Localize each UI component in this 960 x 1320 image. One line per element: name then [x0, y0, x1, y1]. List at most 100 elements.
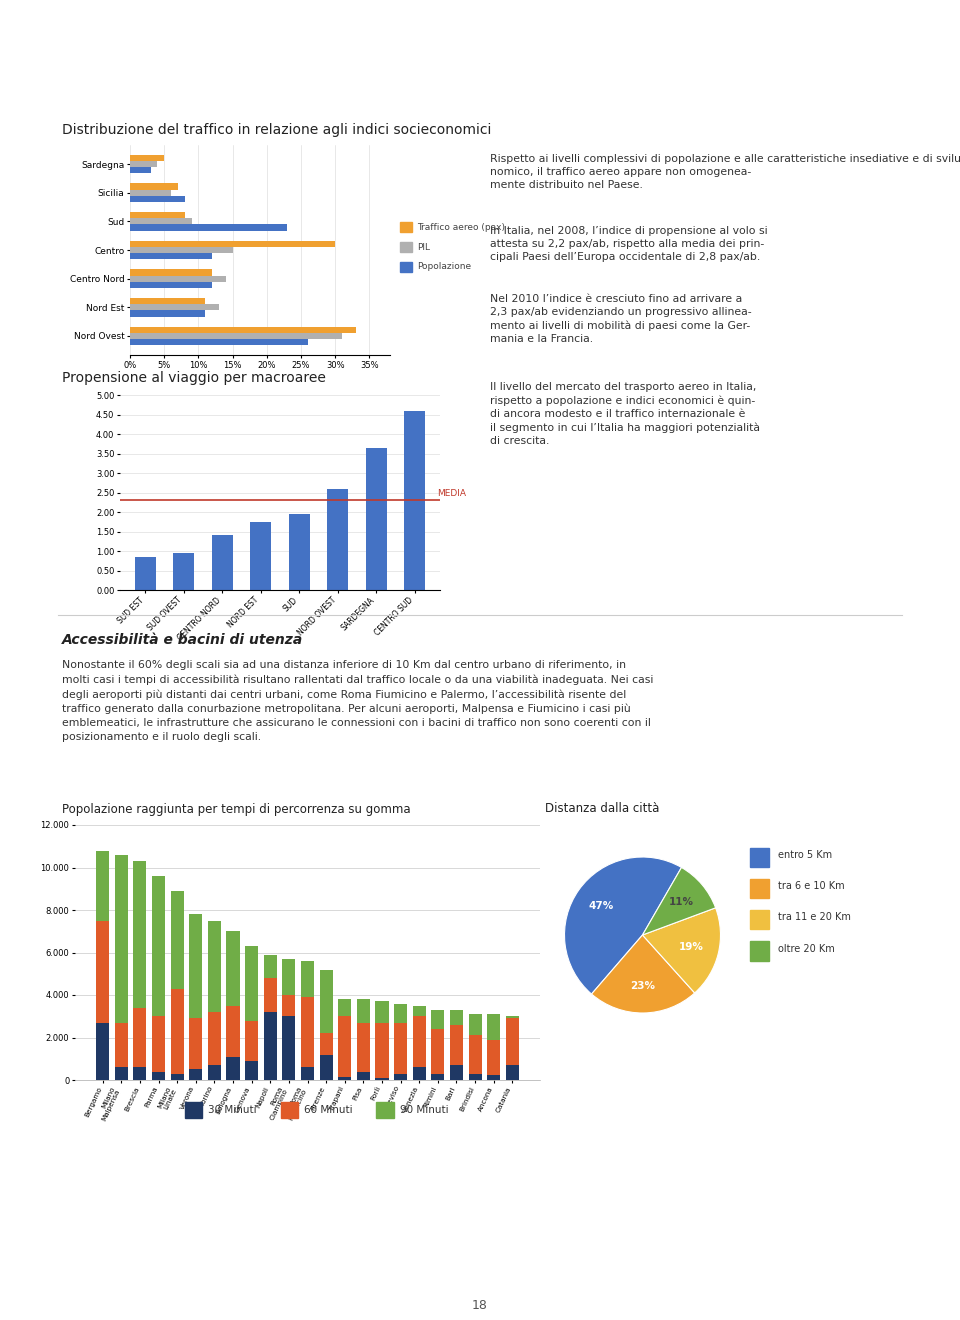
Text: Rispetto ai livelli complessivi di popolazione e alle caratteristiche insediativ: Rispetto ai livelli complessivi di popol…	[490, 154, 960, 190]
Bar	[171, 891, 183, 989]
Bar	[338, 1016, 351, 1077]
Wedge shape	[591, 935, 695, 1012]
Bar	[185, 1102, 203, 1118]
Bar	[280, 1102, 299, 1118]
Text: 18: 18	[472, 1299, 488, 1312]
Bar	[130, 339, 308, 346]
Bar	[189, 1069, 203, 1080]
Bar	[375, 1002, 389, 1023]
Bar	[400, 222, 412, 232]
Bar	[211, 536, 232, 590]
Bar	[130, 333, 342, 339]
Text: 11%: 11%	[669, 898, 694, 907]
Bar	[431, 1030, 444, 1073]
Text: tra 11 e 20 Km: tra 11 e 20 Km	[779, 912, 852, 923]
Text: Popolazione: Popolazione	[417, 263, 471, 272]
Bar	[96, 920, 109, 1023]
Bar	[115, 855, 128, 1023]
Text: Accessibilità e bacini di utenza: Accessibilità e bacini di utenza	[62, 634, 303, 647]
Bar	[450, 1065, 463, 1080]
Bar	[395, 1023, 407, 1073]
Bar	[750, 847, 769, 867]
Bar	[282, 1016, 296, 1080]
Bar	[134, 557, 156, 590]
Text: 19%: 19%	[680, 942, 705, 952]
Bar	[133, 1007, 147, 1068]
Wedge shape	[642, 908, 721, 993]
Bar	[395, 1003, 407, 1023]
Bar	[400, 242, 412, 252]
Text: 30 Minuti: 30 Minuti	[208, 1105, 257, 1115]
Bar	[133, 861, 147, 1007]
Bar	[413, 1068, 425, 1080]
Bar	[488, 1074, 500, 1080]
Bar	[115, 1068, 128, 1080]
Bar	[152, 876, 165, 1016]
Bar	[130, 269, 212, 276]
Bar	[130, 183, 178, 190]
Bar	[750, 879, 769, 898]
Bar	[338, 999, 351, 1016]
Text: Capitolo I  -  La pianificazione aeroportuale: Capitolo I - La pianificazione aeroportu…	[21, 18, 377, 37]
Bar	[400, 261, 412, 272]
Bar	[130, 161, 157, 168]
Bar	[450, 1024, 463, 1065]
Bar	[320, 1055, 333, 1080]
Bar	[750, 941, 769, 961]
Bar	[130, 218, 192, 224]
Bar	[264, 954, 276, 978]
Bar	[115, 1023, 128, 1068]
Wedge shape	[564, 857, 682, 994]
Text: oltre 20 Km: oltre 20 Km	[779, 944, 835, 953]
Text: Propensione al viaggio per macroaree: Propensione al viaggio per macroaree	[62, 371, 325, 385]
Text: Traffico aereo (pax): Traffico aereo (pax)	[417, 223, 505, 232]
Bar	[130, 247, 232, 253]
Bar	[264, 978, 276, 1012]
Bar	[431, 1073, 444, 1080]
Text: MEDIA: MEDIA	[437, 490, 467, 499]
Bar	[395, 1073, 407, 1080]
Bar	[468, 1035, 482, 1073]
Bar	[431, 1010, 444, 1030]
Bar	[227, 1056, 240, 1080]
Bar	[320, 1034, 333, 1055]
Bar	[130, 326, 356, 333]
Bar	[506, 1016, 518, 1018]
Bar	[357, 1072, 370, 1080]
Text: Il livello del mercato del trasporto aereo in Italia,
rispetto a popolazione e i: Il livello del mercato del trasporto aer…	[490, 381, 760, 446]
Bar	[338, 1077, 351, 1080]
Bar	[301, 997, 314, 1068]
Bar	[413, 1016, 425, 1068]
Bar	[468, 1073, 482, 1080]
Bar	[506, 1065, 518, 1080]
Bar	[282, 958, 296, 995]
Wedge shape	[642, 867, 715, 935]
Bar	[130, 304, 219, 310]
Bar	[130, 190, 171, 195]
Bar	[130, 310, 205, 317]
Text: Distanza dalla città: Distanza dalla città	[545, 803, 660, 816]
Bar	[413, 1006, 425, 1016]
Bar	[189, 1018, 203, 1069]
Text: 90 Minuti: 90 Minuti	[399, 1105, 448, 1115]
Bar	[130, 213, 184, 218]
Bar	[282, 995, 296, 1016]
Bar	[173, 553, 194, 590]
Bar	[375, 1078, 389, 1080]
Bar	[366, 447, 387, 590]
Bar	[152, 1016, 165, 1072]
Bar	[171, 1073, 183, 1080]
Bar	[245, 1020, 258, 1061]
Bar	[208, 1012, 221, 1065]
Bar	[357, 999, 370, 1023]
Bar	[133, 1068, 147, 1080]
Bar	[488, 1040, 500, 1074]
Bar	[96, 1023, 109, 1080]
Text: In Italia, nel 2008, l’indice di propensione al volo si
attesta su 2,2 pax/ab, r: In Italia, nel 2008, l’indice di propens…	[490, 226, 768, 263]
Bar	[376, 1102, 394, 1118]
Bar	[130, 253, 212, 260]
Bar	[130, 240, 335, 247]
Bar	[327, 488, 348, 590]
Text: entro 5 Km: entro 5 Km	[779, 850, 832, 861]
Bar	[152, 1072, 165, 1080]
